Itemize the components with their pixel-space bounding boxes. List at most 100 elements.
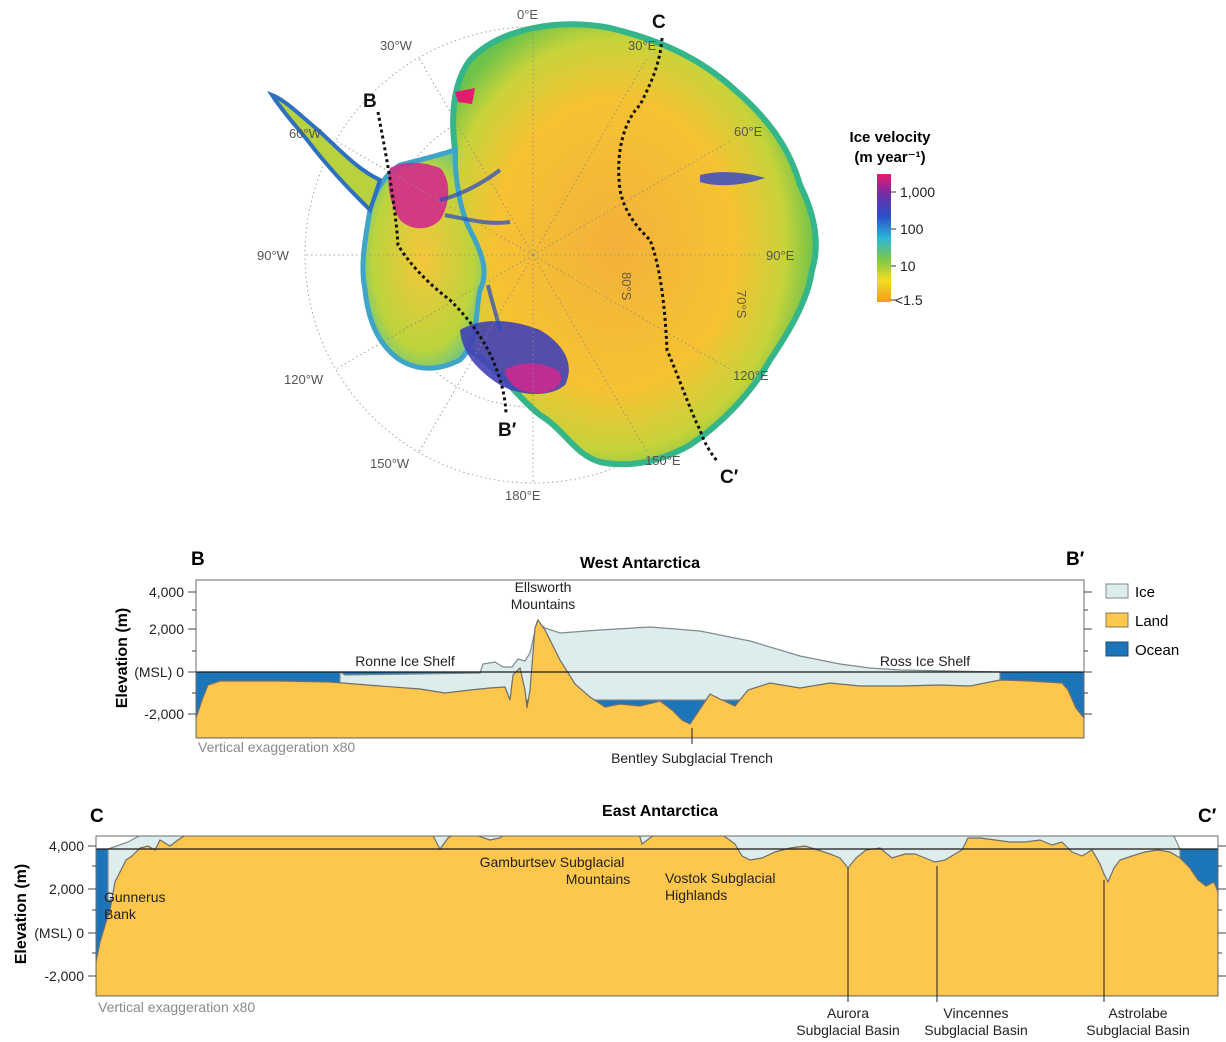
latitude-labels: 80°S 70°S xyxy=(619,272,749,319)
lat-label-70s: 70°S xyxy=(734,290,749,319)
west-end-label: B′ xyxy=(1066,549,1085,570)
transect-b-start-label: B xyxy=(363,91,377,112)
ice-sheet xyxy=(266,21,819,468)
lon-label-90e: 90°E xyxy=(766,248,795,263)
vostok-label-1: Vostok Subglacial xyxy=(665,870,776,886)
east-ytick-2000: 2,000 xyxy=(49,881,84,897)
lambert-glacier-flow xyxy=(700,172,765,186)
transect-b-line xyxy=(376,111,508,416)
legend-item-land: Land xyxy=(1105,612,1168,630)
west-title: West Antarctica xyxy=(580,555,700,572)
east-leader-lines xyxy=(847,866,1105,1002)
east-antarctica-profile: East Antarctica C C′ 4,000 2,000 (MSL) 0 xyxy=(13,803,1226,1038)
ronne-ice-shelf-flow xyxy=(388,162,449,229)
east-exaggeration-note: Vertical exaggeration x80 xyxy=(98,999,255,1015)
gunnerus-label-2: Bank xyxy=(104,906,137,922)
west-ytick-4000: 4,000 xyxy=(149,584,184,600)
astrolabe-label-1: Astrolabe xyxy=(1108,1005,1167,1021)
meridian-150e xyxy=(532,254,648,453)
legend-item-ice: Ice xyxy=(1105,583,1155,601)
legend-swatch-ocean xyxy=(1105,641,1129,657)
east-ytick-minus2000: -2,000 xyxy=(44,968,84,984)
meridian-120w xyxy=(335,254,534,370)
bentley-trench-label: Bentley Subglacial Trench xyxy=(611,750,773,766)
meridian-120e xyxy=(532,254,731,370)
east-ylabel: Elevation (m) xyxy=(13,864,30,964)
meridian-60e xyxy=(532,140,731,256)
meridian-30e xyxy=(532,57,648,256)
east-ytick-0: (MSL) 0 xyxy=(34,925,84,941)
lon-label-120w: 120°W xyxy=(284,372,324,387)
transect-c-line xyxy=(617,37,720,463)
east-plot-frame xyxy=(95,835,1219,997)
lon-label-60w: 60°W xyxy=(289,126,322,141)
east-end-label: C′ xyxy=(1198,806,1217,827)
west-land xyxy=(196,618,1084,738)
profile-legend: Ice Land Ocean xyxy=(1105,583,1179,659)
west-ytick-2000: 2,000 xyxy=(149,621,184,637)
longitude-labels: 0°E 30°E 60°E 90°E 120°E 150°E 180°E 150… xyxy=(257,7,795,503)
east-y-ticks xyxy=(88,845,1226,977)
colorbar-units: (m year⁻¹) xyxy=(854,149,925,166)
legend-swatch-ice xyxy=(1105,583,1129,599)
vostok-label-2: Highlands xyxy=(665,887,727,903)
west-ice xyxy=(339,620,1001,701)
colorbar-title: Ice velocity xyxy=(850,129,932,146)
colorbar-tick-100: 100 xyxy=(900,221,924,237)
west-ytick-minus2000: -2,000 xyxy=(144,706,184,722)
lon-label-30e: 30°E xyxy=(628,38,657,53)
legend-item-ocean: Ocean xyxy=(1105,641,1179,659)
astrolabe-label-2: Subglacial Basin xyxy=(1086,1022,1190,1038)
aurora-label-1: Aurora xyxy=(827,1005,869,1021)
graticule-meridians xyxy=(305,27,761,483)
lon-label-150e: 150°E xyxy=(645,453,681,468)
antarctic-peninsula-ice xyxy=(266,90,383,214)
transect-labels: B B′ C C′ xyxy=(363,12,739,488)
colorbar-tick-1000: 1,000 xyxy=(900,184,935,200)
transect-c-start-label: C xyxy=(652,12,666,33)
west-ytick-0: (MSL) 0 xyxy=(134,664,184,680)
lon-label-180e: 180°E xyxy=(505,488,541,503)
fast-flow-small xyxy=(455,88,475,104)
west-start-label: B xyxy=(191,549,205,570)
east-title: East Antarctica xyxy=(602,803,718,820)
lon-label-30w: 30°W xyxy=(380,38,413,53)
west-y-ticks xyxy=(188,591,1092,715)
ross-ice-shelf-core xyxy=(505,363,562,394)
gamburtsev-label-1: Gamburtsev Subglacial xyxy=(480,854,625,870)
colorbar-tick-10: 10 xyxy=(900,258,916,274)
vincennes-label-2: Subglacial Basin xyxy=(924,1022,1028,1038)
east-start-label: C xyxy=(90,806,104,827)
gunnerus-label-1: Gunnerus xyxy=(104,889,165,905)
west-antarctica-profile: West Antarctica B B′ 4,000 2,000 (MSL) 0… xyxy=(114,549,1092,766)
meridian-30w xyxy=(418,57,534,256)
east-ytick-4000: 4,000 xyxy=(49,838,84,854)
lon-label-150w: 150°W xyxy=(370,456,410,471)
velocity-colorbar: Ice velocity (m year⁻¹) 1,000 100 10 <1.… xyxy=(850,129,936,308)
weddell-flow-lines xyxy=(439,168,511,331)
meridian-150w xyxy=(418,254,534,453)
west-plot-frame xyxy=(195,579,1085,739)
west-ylabel: Elevation (m) xyxy=(114,608,131,708)
meridian-60w xyxy=(335,140,534,256)
antarctica-map: 0°E 30°E 60°E 90°E 120°E 150°E 180°E 150… xyxy=(257,7,819,503)
ellsworth-label-2: Mountains xyxy=(511,596,576,612)
transect-c-end-label: C′ xyxy=(720,467,739,488)
ross-ice-shelf-label: Ross Ice Shelf xyxy=(880,653,970,669)
ellsworth-label-1: Ellsworth xyxy=(515,579,572,595)
aurora-label-2: Subglacial Basin xyxy=(796,1022,900,1038)
transect-b-end-label: B′ xyxy=(498,420,517,441)
legend-label-ocean: Ocean xyxy=(1135,642,1179,659)
lon-label-90w: 90°W xyxy=(257,248,290,263)
legend-label-land: Land xyxy=(1135,613,1168,630)
colorbar-ramp xyxy=(877,174,891,302)
legend-swatch-land xyxy=(1105,612,1129,628)
lon-label-0e: 0°E xyxy=(517,7,538,22)
legend-label-ice: Ice xyxy=(1135,584,1155,601)
ronne-ice-shelf-label: Ronne Ice Shelf xyxy=(355,653,455,669)
vincennes-label-1: Vincennes xyxy=(943,1005,1008,1021)
lon-label-60e: 60°E xyxy=(734,124,763,139)
gamburtsev-label-2: Mountains xyxy=(566,871,631,887)
west-exaggeration-note: Vertical exaggeration x80 xyxy=(198,739,355,755)
